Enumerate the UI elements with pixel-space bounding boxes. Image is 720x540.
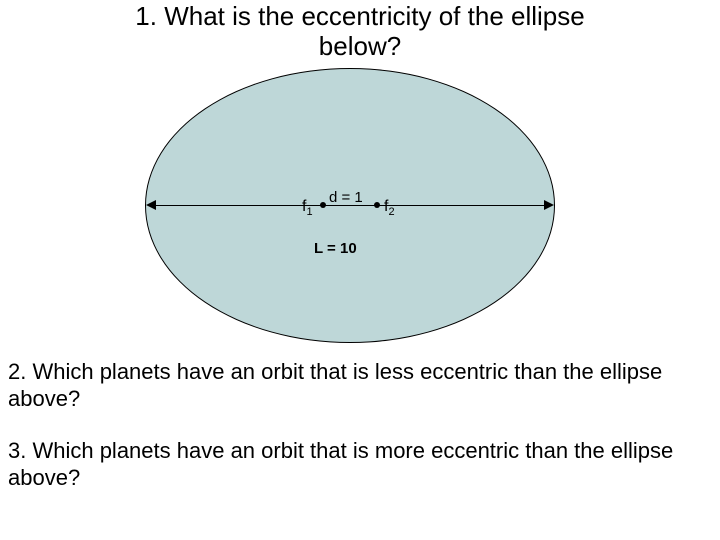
q1-line2: below?	[319, 31, 401, 61]
arrow-right-icon	[544, 200, 554, 210]
question-2: 2. Which planets have an orbit that is l…	[0, 352, 720, 413]
ellipse-diagram: f1 f2 d = 1 L = 10	[0, 62, 720, 352]
focus-2-label: f2	[384, 198, 395, 218]
q1-line1: 1. What is the eccentricity of the ellip…	[135, 1, 584, 31]
focus-2-dot	[374, 202, 380, 208]
focus-2-sub: 2	[388, 206, 394, 218]
focus-1-label: f1	[302, 198, 313, 218]
focus-1-dot	[320, 202, 326, 208]
arrow-left-icon	[146, 200, 156, 210]
question-3: 3. Which planets have an orbit that is m…	[0, 431, 720, 492]
d-label: d = 1	[329, 189, 363, 206]
focus-1-sub: 1	[306, 206, 312, 218]
question-1-title: 1. What is the eccentricity of the ellip…	[0, 0, 720, 62]
l-label: L = 10	[314, 240, 357, 257]
